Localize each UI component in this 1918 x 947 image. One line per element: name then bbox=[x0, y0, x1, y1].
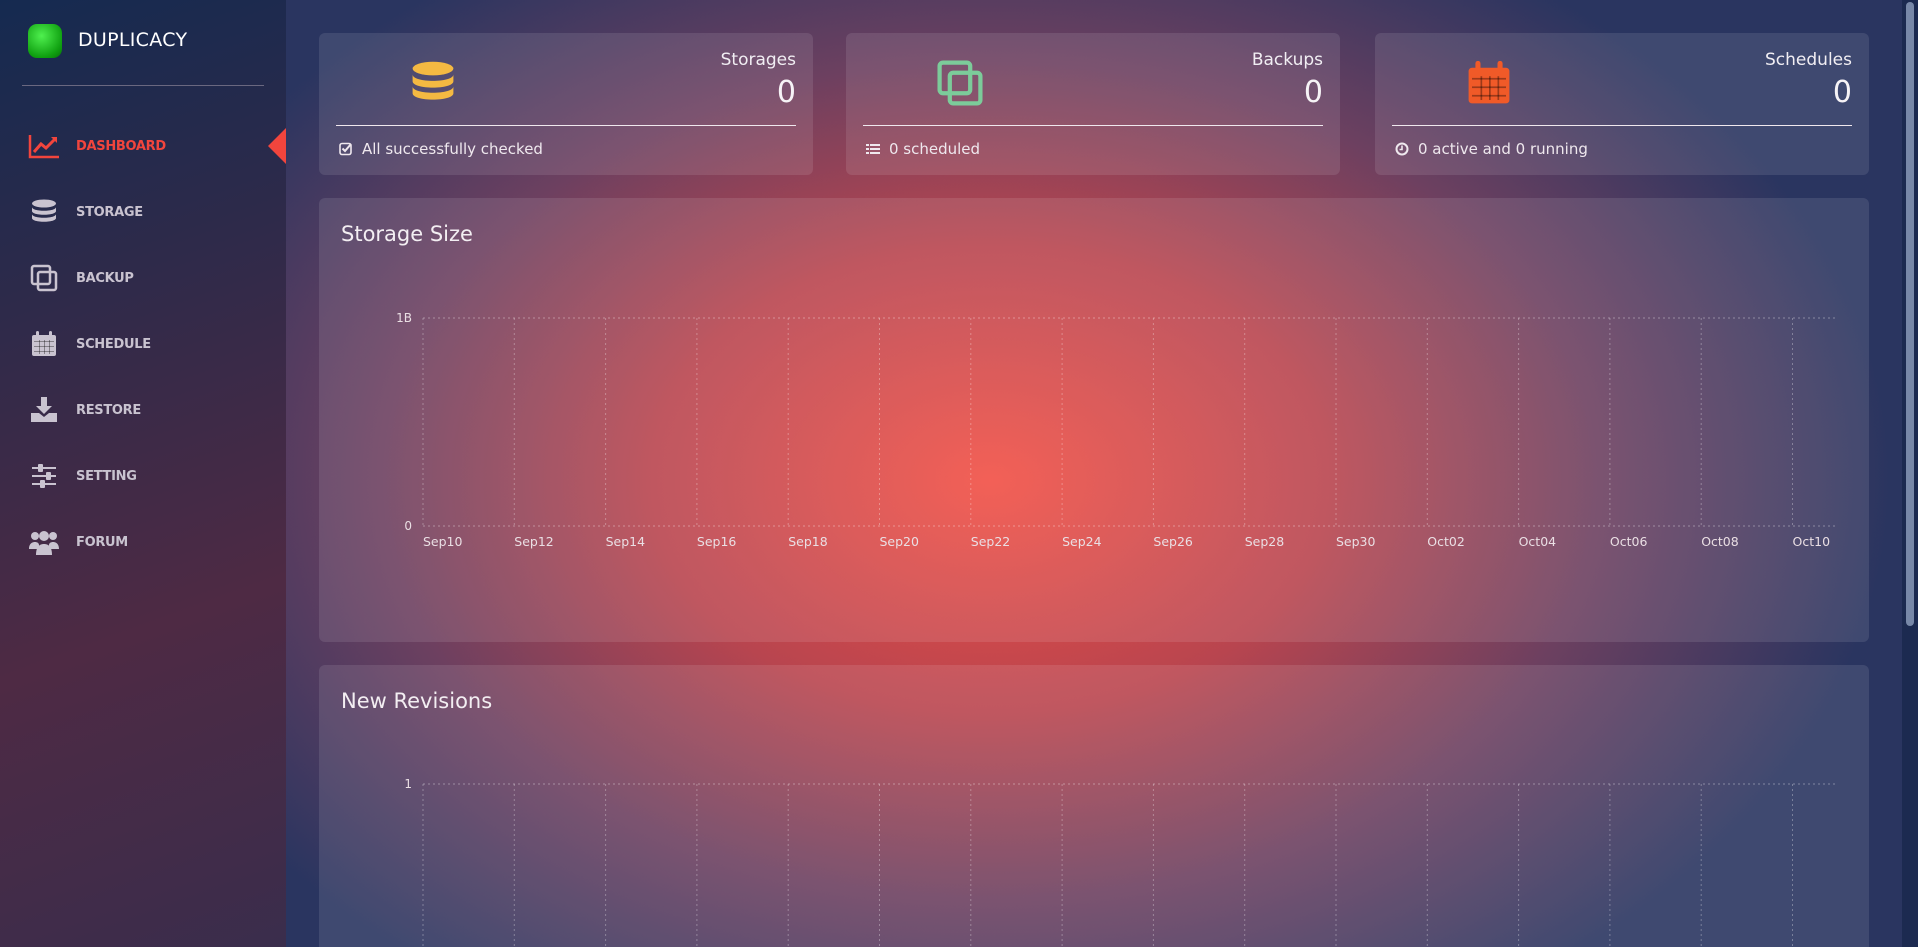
sidebar-item-label: FORUM bbox=[76, 534, 128, 550]
y-tick-label: 1 bbox=[404, 777, 412, 791]
database-icon bbox=[385, 35, 480, 130]
sidebar-item-label: RESTORE bbox=[76, 402, 141, 418]
database-icon bbox=[28, 197, 60, 227]
schedules-card[interactable]: Schedules 0 0 active and 0 running bbox=[1375, 33, 1869, 175]
x-tick-label: Sep10 bbox=[423, 534, 463, 549]
chart-title: Storage Size bbox=[341, 222, 473, 246]
stat-title: Schedules bbox=[1765, 50, 1852, 70]
x-tick-label: Sep22 bbox=[971, 534, 1010, 549]
chart-title: New Revisions bbox=[341, 689, 493, 713]
sidebar-item-label: STORAGE bbox=[76, 204, 143, 220]
stat-title: Backups bbox=[1251, 50, 1323, 70]
scrollbar-thumb[interactable] bbox=[1906, 2, 1914, 626]
list-icon bbox=[866, 143, 880, 155]
x-tick-label: Sep28 bbox=[1245, 534, 1285, 549]
x-tick-label: Sep14 bbox=[606, 534, 646, 549]
sidebar-item-label: DASHBOARD bbox=[76, 138, 166, 154]
x-tick-label: Sep18 bbox=[788, 534, 828, 549]
sidebar-item-backup[interactable]: BACKUP bbox=[0, 256, 286, 300]
active-indicator bbox=[268, 128, 286, 164]
storages-card[interactable]: Storages 0 All successfully checked bbox=[319, 33, 813, 175]
x-tick-label: Sep30 bbox=[1336, 534, 1376, 549]
x-tick-label: Oct02 bbox=[1427, 534, 1465, 549]
y-tick-label: 0 bbox=[404, 519, 412, 533]
sidebar: DUPLICACY DASHBOARD STORAGE BACKUP SCHED… bbox=[0, 0, 286, 947]
x-tick-label: Oct10 bbox=[1793, 534, 1831, 549]
x-tick-label: Oct08 bbox=[1701, 534, 1739, 549]
stat-value: 0 bbox=[1303, 75, 1323, 110]
x-tick-label: Oct04 bbox=[1519, 534, 1557, 549]
stat-footer: All successfully checked bbox=[362, 140, 543, 158]
backups-card[interactable]: Backups 0 0 scheduled bbox=[846, 33, 1340, 175]
x-tick-label: Sep24 bbox=[1062, 534, 1102, 549]
copy-icon bbox=[28, 263, 60, 293]
calendar-icon bbox=[28, 329, 60, 359]
scrollbar[interactable] bbox=[1902, 0, 1918, 947]
sidebar-item-label: SCHEDULE bbox=[76, 336, 151, 352]
divider bbox=[863, 125, 1323, 126]
sidebar-item-setting[interactable]: SETTING bbox=[0, 454, 286, 498]
sidebar-item-storage[interactable]: STORAGE bbox=[0, 190, 286, 234]
stat-value: 0 bbox=[1832, 75, 1852, 110]
x-tick-label: Sep12 bbox=[514, 534, 553, 549]
stat-footer: 0 active and 0 running bbox=[1418, 140, 1588, 158]
brand-name: DUPLICACY bbox=[78, 29, 188, 51]
duplicacy-logo bbox=[28, 24, 62, 58]
x-tick-label: Sep26 bbox=[1153, 534, 1193, 549]
divider bbox=[1392, 125, 1852, 126]
sidebar-item-dashboard[interactable]: DASHBOARD bbox=[0, 124, 286, 168]
sidebar-item-label: SETTING bbox=[76, 468, 137, 484]
clock-icon bbox=[1395, 142, 1409, 156]
divider bbox=[22, 85, 264, 86]
x-tick-label: Oct06 bbox=[1610, 534, 1648, 549]
calendar-icon bbox=[1441, 35, 1536, 130]
chart-line-icon bbox=[28, 131, 60, 161]
sidebar-item-label: BACKUP bbox=[76, 270, 134, 286]
storage-size-card: Storage Size bbox=[319, 198, 1869, 642]
stat-value: 0 bbox=[776, 75, 796, 110]
new-revisions-card: New Revisions bbox=[319, 665, 1869, 947]
users-icon bbox=[28, 527, 60, 557]
x-tick-label: Sep20 bbox=[880, 534, 920, 549]
check-square-icon bbox=[339, 142, 353, 156]
divider bbox=[336, 125, 796, 126]
stat-footer: 0 scheduled bbox=[889, 140, 981, 158]
copy-icon bbox=[912, 35, 1007, 130]
sliders-icon bbox=[28, 461, 60, 491]
stat-title: Storages bbox=[720, 50, 796, 70]
sidebar-item-restore[interactable]: RESTORE bbox=[0, 388, 286, 432]
download-icon bbox=[28, 395, 60, 425]
x-tick-label: Sep16 bbox=[697, 534, 737, 549]
sidebar-item-schedule[interactable]: SCHEDULE bbox=[0, 322, 286, 366]
y-tick-label: 1B bbox=[396, 311, 412, 325]
sidebar-item-forum[interactable]: FORUM bbox=[0, 520, 286, 564]
